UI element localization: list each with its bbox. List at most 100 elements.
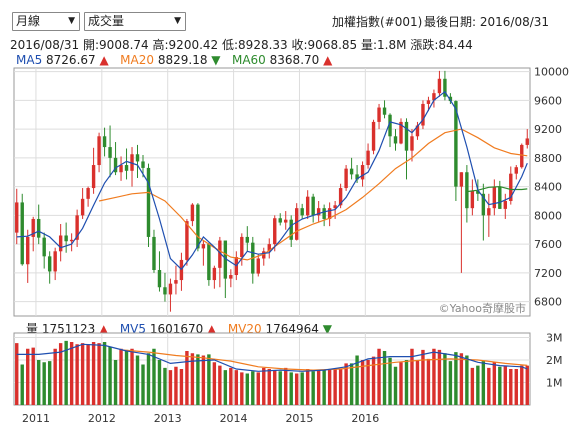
volume-bar	[42, 362, 46, 405]
volume-bar	[437, 349, 442, 405]
candle-body	[509, 173, 513, 201]
indicator-select-value: 成交量	[88, 14, 125, 28]
candle-body	[267, 244, 271, 252]
volume-bar	[229, 367, 233, 405]
candle-body	[168, 283, 173, 295]
candle-body	[316, 208, 321, 216]
candle-body	[454, 101, 458, 187]
candle-body	[333, 205, 337, 209]
price-tick-label: 10000	[534, 66, 569, 79]
volume-bar	[454, 352, 458, 405]
volume-bar	[333, 369, 337, 405]
volume-bar	[267, 369, 271, 405]
candle-body	[141, 161, 145, 168]
volume-bar	[185, 351, 189, 405]
ohlc-line: 2016/08/31 開:9008.74 高:9200.42 低:8928.33…	[10, 36, 473, 53]
volume-bar	[163, 367, 167, 405]
volume-bar	[240, 372, 244, 405]
candle-body	[229, 275, 233, 279]
candle-body	[223, 240, 228, 279]
candle-body	[465, 172, 469, 209]
volume-bar	[344, 363, 348, 405]
candle-body	[295, 208, 299, 240]
candle-body	[218, 240, 222, 268]
candle-body	[196, 204, 200, 249]
volume-bar	[404, 360, 409, 405]
candle-body	[157, 269, 162, 288]
candle-body	[492, 186, 497, 209]
candle-body	[119, 165, 123, 173]
candle-body	[53, 251, 57, 272]
candle-body	[146, 167, 151, 237]
last-date-label: 最後日期: 2016/08/31	[424, 15, 550, 29]
candle-body	[31, 218, 35, 237]
candle-body	[75, 215, 79, 240]
candle-body	[366, 150, 370, 166]
volume-bar	[37, 360, 41, 405]
volume-bar	[234, 370, 239, 405]
period-select-value: 月線	[16, 14, 41, 28]
candle-body	[525, 138, 529, 145]
volume-bar	[207, 354, 211, 405]
candle-body	[240, 236, 244, 258]
candle-body	[371, 121, 376, 151]
price-tick-label: 8400	[534, 181, 562, 194]
volume-bar	[377, 348, 381, 405]
volume-bar	[113, 360, 118, 405]
candle-body	[69, 239, 74, 242]
ohlc-date: 2016/08/31	[10, 38, 80, 52]
candle-body	[327, 208, 332, 219]
volume-bar	[262, 367, 266, 405]
candle-body	[349, 168, 354, 175]
volume-bar	[168, 370, 173, 405]
volume-bar	[135, 355, 140, 405]
candle-body	[124, 165, 129, 171]
volume-bar	[366, 360, 370, 405]
volume-bar	[498, 366, 502, 405]
candle-body	[163, 287, 167, 295]
volume-bar	[53, 348, 57, 405]
volume-bar	[410, 348, 414, 405]
candle-body	[262, 251, 266, 259]
candle-body	[80, 198, 85, 216]
index-name: 加權指數(#001)	[332, 15, 423, 29]
volume-bar	[338, 369, 343, 405]
volume-bar	[223, 370, 228, 405]
candle-body	[97, 136, 101, 166]
volume-bar	[212, 362, 217, 405]
candle-body	[245, 236, 249, 243]
volume-bar	[130, 348, 134, 405]
candle-body	[42, 237, 46, 257]
volume-bar	[349, 363, 354, 405]
volume-bar	[31, 347, 35, 405]
volume-bar	[278, 371, 282, 405]
candle-body	[152, 236, 156, 270]
volume-bar	[305, 369, 310, 405]
volume-bar	[355, 355, 359, 405]
candle-body	[421, 103, 425, 126]
volume-bar	[256, 372, 260, 405]
volume-bar	[525, 365, 529, 405]
year-tick-label: 2013	[154, 412, 182, 425]
candle-body	[26, 236, 30, 265]
volume-bar	[119, 348, 123, 405]
volume-bar	[124, 349, 129, 405]
candle-body	[108, 147, 112, 158]
candle-body	[174, 280, 178, 284]
year-tick-label: 2015	[285, 412, 313, 425]
candle-body	[322, 208, 326, 219]
candle-body	[426, 100, 431, 104]
candle-body	[190, 204, 195, 222]
candle-body	[102, 136, 107, 148]
candle-body	[514, 167, 518, 174]
volume-bar	[316, 370, 321, 405]
volume-bar	[448, 361, 453, 405]
candle-body	[344, 168, 348, 189]
volume-bar	[47, 361, 52, 405]
indicator-select[interactable]: 成交量 ▼	[84, 12, 186, 31]
period-select[interactable]: 月線 ▼	[12, 12, 80, 31]
volume-bar	[487, 367, 491, 405]
candle-body	[289, 219, 293, 240]
volume-bar	[174, 366, 178, 405]
